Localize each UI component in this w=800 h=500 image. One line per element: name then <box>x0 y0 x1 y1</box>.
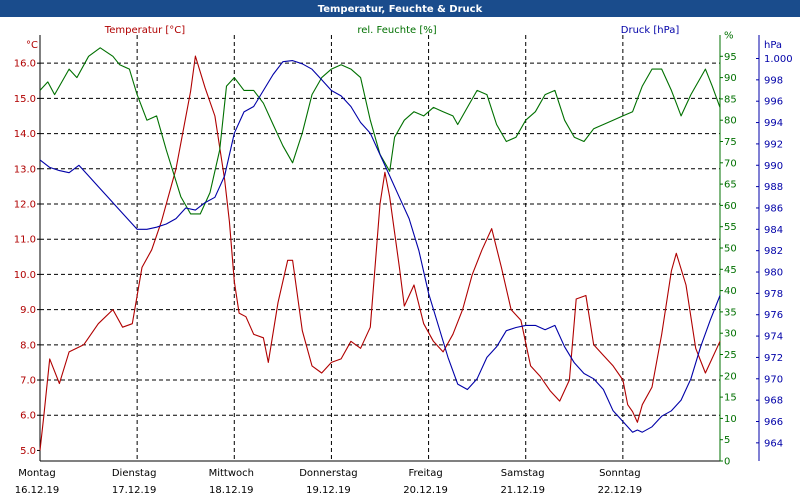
x-day-label: Samstag <box>501 468 545 479</box>
humidity-tick-label: 85 <box>724 94 737 105</box>
x-date-label: 18.12.19 <box>209 485 254 496</box>
temperature-tick-label: 13.0 <box>14 164 36 175</box>
temperature-tick-label: 14.0 <box>14 129 36 140</box>
humidity-tick-label: 30 <box>724 329 737 340</box>
humidity-tick-label: 55 <box>724 222 737 233</box>
temperature-tick-label: 6.0 <box>20 411 36 422</box>
x-day-label: Dienstag <box>112 468 157 479</box>
pressure-tick-label: 986 <box>764 203 783 214</box>
humidity-tick-label: 10 <box>724 414 737 425</box>
temperature-tick-label: 5.0 <box>20 446 36 457</box>
temperature-tick-label: 10.0 <box>14 270 36 281</box>
pressure-tick-label: 972 <box>764 353 783 364</box>
pressure-tick-label: 994 <box>764 118 783 129</box>
x-axis-labels: Montag 16.12.19 Dienstag 17.12.19 Mittwoch 18… <box>15 468 642 496</box>
pressure-tick-label: 982 <box>764 246 783 257</box>
pressure-tick-label: 966 <box>764 417 783 428</box>
temperature-tick-label: 7.0 <box>20 376 36 387</box>
pressure-tick-label: 992 <box>764 139 783 150</box>
pressure-tick-label: 970 <box>764 374 783 385</box>
x-date-label: 22.12.19 <box>598 485 643 496</box>
x-date-label: 21.12.19 <box>500 485 545 496</box>
humidity-tick-label: 25 <box>724 350 737 361</box>
temperature-tick-label: 12.0 <box>14 199 36 210</box>
humidity-tick-label: 5 <box>724 435 730 446</box>
pressure-tick-label: 998 <box>764 75 783 86</box>
pressure-tick-label: 974 <box>764 332 783 343</box>
pressure-tick-label: 1.000 <box>764 54 793 65</box>
x-date-label: 16.12.19 <box>15 485 60 496</box>
pressure-tick-label: 978 <box>764 289 783 300</box>
humidity-tick-label: 15 <box>724 393 737 404</box>
x-day-label: Mittwoch <box>209 468 254 479</box>
temperature-axis-ticks: 5.0 6.0 7.0 8.0 9.0 10.0 11.0 12.0 13.0 14.0 15.0 1… <box>14 59 40 457</box>
humidity-tick-label: 60 <box>724 201 737 212</box>
temperature-tick-label: 9.0 <box>20 305 36 316</box>
legend: Temperatur [°C] rel. Feuchte [%] Druck [hP… <box>104 25 680 36</box>
pressure-tick-label: 964 <box>764 438 783 449</box>
pressure-tick-label: 984 <box>764 225 783 236</box>
humidity-tick-label: 50 <box>724 244 737 255</box>
pressure-tick-label: 988 <box>764 182 783 193</box>
temperature-tick-label: 11.0 <box>14 235 36 246</box>
pressure-tick-label: 990 <box>764 161 783 172</box>
humidity-axis-ticks: 0 5 10 15 20 25 30 35 40 45 50 55 60 65 70 75 80 85 90 95% <box>720 31 737 468</box>
pressure-tick-label: 968 <box>764 396 783 407</box>
humidity-tick-label: 95 <box>724 52 737 63</box>
pressure-tick-label: hPa <box>764 40 782 51</box>
series-line <box>39 47 721 215</box>
temperature-tick-label: 16.0 <box>14 59 36 70</box>
x-day-label: Sonntag <box>599 468 641 479</box>
legend-entry: rel. Feuchte [%] <box>357 25 436 36</box>
x-date-label: 17.12.19 <box>112 485 157 496</box>
chart-title: Temperatur, Feuchte & Druck <box>318 4 483 15</box>
legend-entry: Druck [hPa] <box>621 25 680 36</box>
temperature-tick-label: 15.0 <box>14 94 36 105</box>
humidity-tick-label: 35 <box>724 307 737 318</box>
humidity-tick-label: 70 <box>724 158 737 169</box>
grid <box>40 35 720 461</box>
humidity-tick-label: 40 <box>724 286 737 297</box>
temperature-unit-label: °C <box>26 40 38 51</box>
x-day-label: Montag <box>18 468 55 479</box>
x-day-label: Donnerstag <box>299 468 357 479</box>
pressure-tick-label: 980 <box>764 268 783 279</box>
temperature-tick-label: 8.0 <box>20 340 36 351</box>
x-day-label: Freitag <box>408 468 442 479</box>
x-date-label: 19.12.19 <box>306 485 351 496</box>
legend-entry: Temperatur [°C] <box>104 25 185 36</box>
humidity-tick-label: 20 <box>724 371 737 382</box>
humidity-tick-label: % <box>724 31 734 42</box>
humidity-tick-label: 80 <box>724 116 737 127</box>
humidity-tick-label: 90 <box>724 73 737 84</box>
humidity-tick-label: 75 <box>724 137 737 148</box>
series-line <box>39 60 721 433</box>
pressure-axis-ticks: 964 966 968 970 972 974 976 978 980 982 984 986 988 9… <box>756 40 793 449</box>
humidity-tick-label: 65 <box>724 180 737 191</box>
series-lines <box>39 47 721 451</box>
pressure-tick-label: 976 <box>764 310 783 321</box>
x-date-label: 20.12.19 <box>403 485 448 496</box>
humidity-tick-label: 0 <box>724 457 730 468</box>
title-bar <box>0 0 800 17</box>
series-line <box>39 55 721 451</box>
pressure-tick-label: 996 <box>764 97 783 108</box>
humidity-tick-label: 45 <box>724 265 737 276</box>
